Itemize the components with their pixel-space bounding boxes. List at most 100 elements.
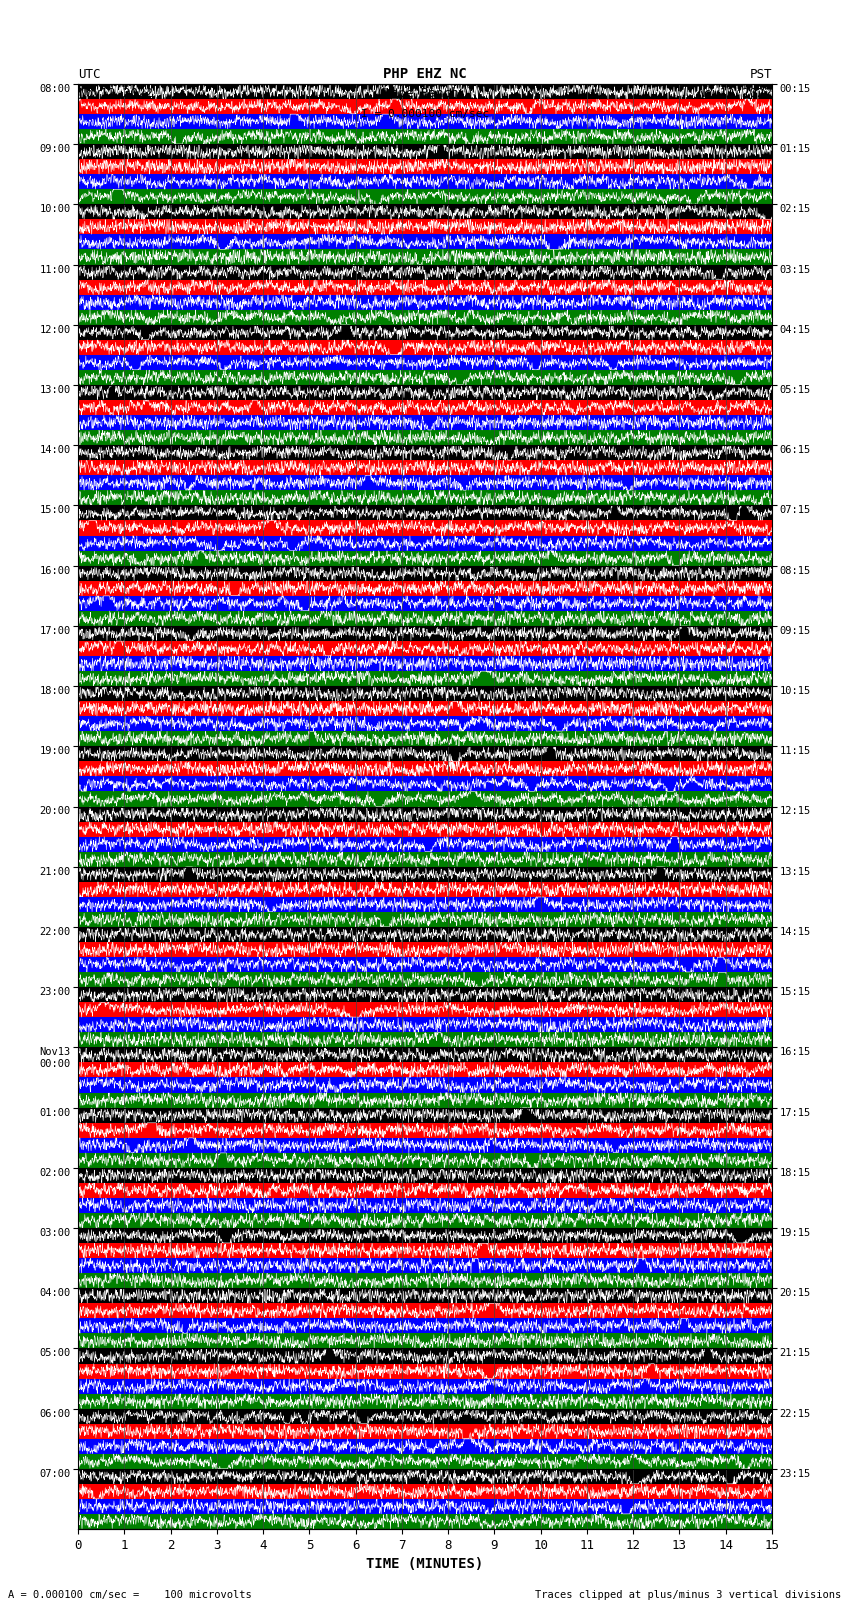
- Bar: [78, 671, 772, 686]
- Bar: [78, 174, 772, 189]
- Bar: [78, 400, 772, 415]
- Text: UTC: UTC: [78, 68, 100, 81]
- Bar: [78, 911, 772, 927]
- Bar: [78, 536, 772, 550]
- Bar: [78, 1394, 772, 1408]
- Text: Nov12,2022: Nov12,2022: [78, 87, 153, 100]
- Bar: [78, 340, 772, 355]
- X-axis label: TIME (MINUTES): TIME (MINUTES): [366, 1558, 484, 1571]
- Bar: [78, 776, 772, 792]
- Bar: [78, 1469, 772, 1484]
- Bar: [78, 431, 772, 445]
- Bar: [78, 927, 772, 942]
- Bar: [78, 1032, 772, 1047]
- Bar: [78, 1108, 772, 1123]
- Text: (Hope Ranch ): (Hope Ranch ): [377, 87, 473, 100]
- Bar: [78, 1408, 772, 1424]
- Bar: [78, 1453, 772, 1469]
- Text: PST: PST: [750, 68, 772, 81]
- Bar: [78, 1123, 772, 1137]
- Bar: [78, 973, 772, 987]
- Bar: [78, 761, 772, 776]
- Bar: [78, 1063, 772, 1077]
- Bar: [78, 369, 772, 386]
- Bar: [78, 295, 772, 310]
- Bar: [78, 1424, 772, 1439]
- Bar: [78, 250, 772, 265]
- Bar: [78, 234, 772, 250]
- Bar: [78, 1348, 772, 1363]
- Bar: [78, 897, 772, 911]
- Bar: [78, 1168, 772, 1182]
- Bar: [78, 1077, 772, 1092]
- Bar: [78, 1303, 772, 1318]
- Bar: [78, 84, 772, 98]
- Bar: [78, 882, 772, 897]
- Text: I = 0.000100 cm/sec: I = 0.000100 cm/sec: [361, 110, 489, 119]
- Bar: [78, 942, 772, 957]
- Bar: [78, 1515, 772, 1529]
- Text: Traces clipped at plus/minus 3 vertical divisions: Traces clipped at plus/minus 3 vertical …: [536, 1590, 842, 1600]
- Bar: [78, 476, 772, 490]
- Bar: [78, 1273, 772, 1289]
- Bar: [78, 445, 772, 460]
- Bar: [78, 1092, 772, 1108]
- Bar: [78, 1137, 772, 1153]
- Bar: [78, 1439, 772, 1453]
- Bar: [78, 1153, 772, 1168]
- Bar: [78, 386, 772, 400]
- Bar: [78, 1334, 772, 1348]
- Bar: [78, 279, 772, 295]
- Bar: [78, 852, 772, 866]
- Bar: [78, 626, 772, 640]
- Bar: [78, 1047, 772, 1063]
- Bar: [78, 640, 772, 656]
- Bar: [78, 1363, 772, 1379]
- Bar: [78, 581, 772, 595]
- Bar: [78, 521, 772, 536]
- Bar: [78, 98, 772, 115]
- Bar: [78, 987, 772, 1002]
- Bar: [78, 144, 772, 160]
- Bar: [78, 1379, 772, 1394]
- Bar: [78, 747, 772, 761]
- Bar: [78, 1318, 772, 1334]
- Bar: [78, 1002, 772, 1018]
- Bar: [78, 505, 772, 521]
- Bar: [78, 957, 772, 973]
- Text: A = 0.000100 cm/sec =    100 microvolts: A = 0.000100 cm/sec = 100 microvolts: [8, 1590, 252, 1600]
- Bar: [78, 129, 772, 144]
- Bar: [78, 355, 772, 369]
- Bar: [78, 265, 772, 279]
- Bar: [78, 1289, 772, 1303]
- Bar: [78, 792, 772, 806]
- Bar: [78, 806, 772, 821]
- Bar: [78, 205, 772, 219]
- Bar: [78, 1244, 772, 1258]
- Bar: [78, 160, 772, 174]
- Bar: [78, 550, 772, 566]
- Bar: [78, 716, 772, 731]
- Text: Nov12,2022: Nov12,2022: [697, 87, 772, 100]
- Bar: [78, 460, 772, 476]
- Bar: [78, 1484, 772, 1498]
- Bar: [78, 821, 772, 837]
- Bar: [78, 1018, 772, 1032]
- Bar: [78, 686, 772, 702]
- Bar: [78, 702, 772, 716]
- Bar: [78, 415, 772, 431]
- Bar: [78, 1198, 772, 1213]
- Bar: [78, 1227, 772, 1244]
- Bar: [78, 189, 772, 205]
- Bar: [78, 866, 772, 882]
- Bar: [78, 731, 772, 747]
- Bar: [78, 310, 772, 324]
- Bar: [78, 324, 772, 340]
- Bar: [78, 219, 772, 234]
- Bar: [78, 611, 772, 626]
- Bar: [78, 595, 772, 611]
- Text: PHP EHZ NC: PHP EHZ NC: [383, 66, 467, 81]
- Bar: [78, 490, 772, 505]
- Bar: [78, 1498, 772, 1515]
- Bar: [78, 566, 772, 581]
